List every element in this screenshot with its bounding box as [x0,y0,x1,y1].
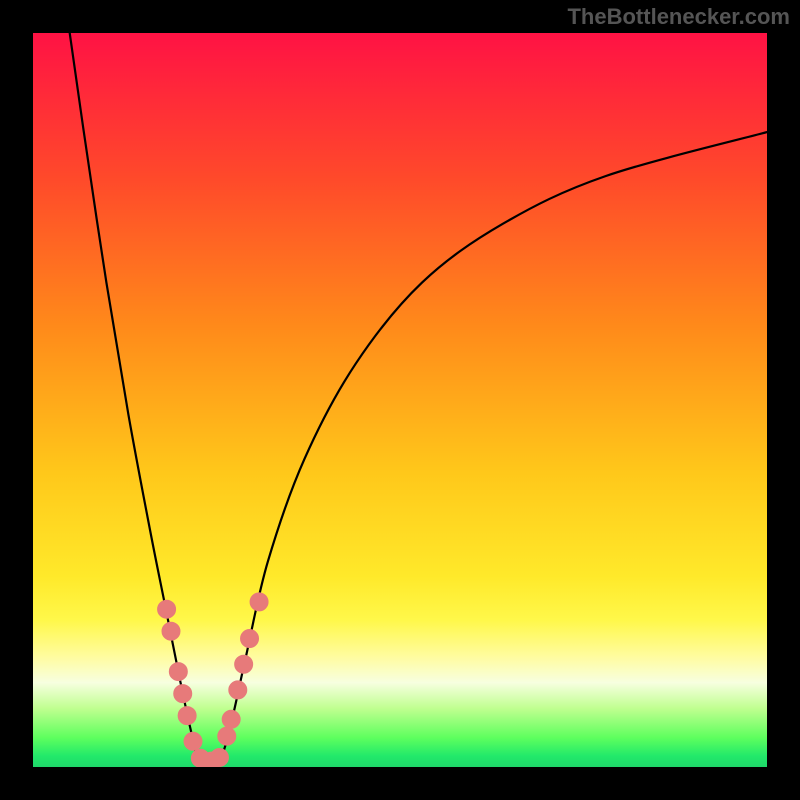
data-marker [158,600,176,618]
data-marker [184,732,202,750]
data-marker [250,593,268,611]
watermark-text: TheBottlenecker.com [567,4,790,30]
data-marker [210,748,228,766]
chart-svg [33,33,767,767]
data-marker [174,685,192,703]
data-marker [178,707,196,725]
data-marker [235,655,253,673]
data-marker [169,663,187,681]
data-marker [229,681,247,699]
data-marker [241,630,259,648]
data-marker [218,727,236,745]
chart-container: TheBottlenecker.com [0,0,800,800]
gradient-background [33,33,767,767]
data-marker [222,710,240,728]
data-marker [162,622,180,640]
